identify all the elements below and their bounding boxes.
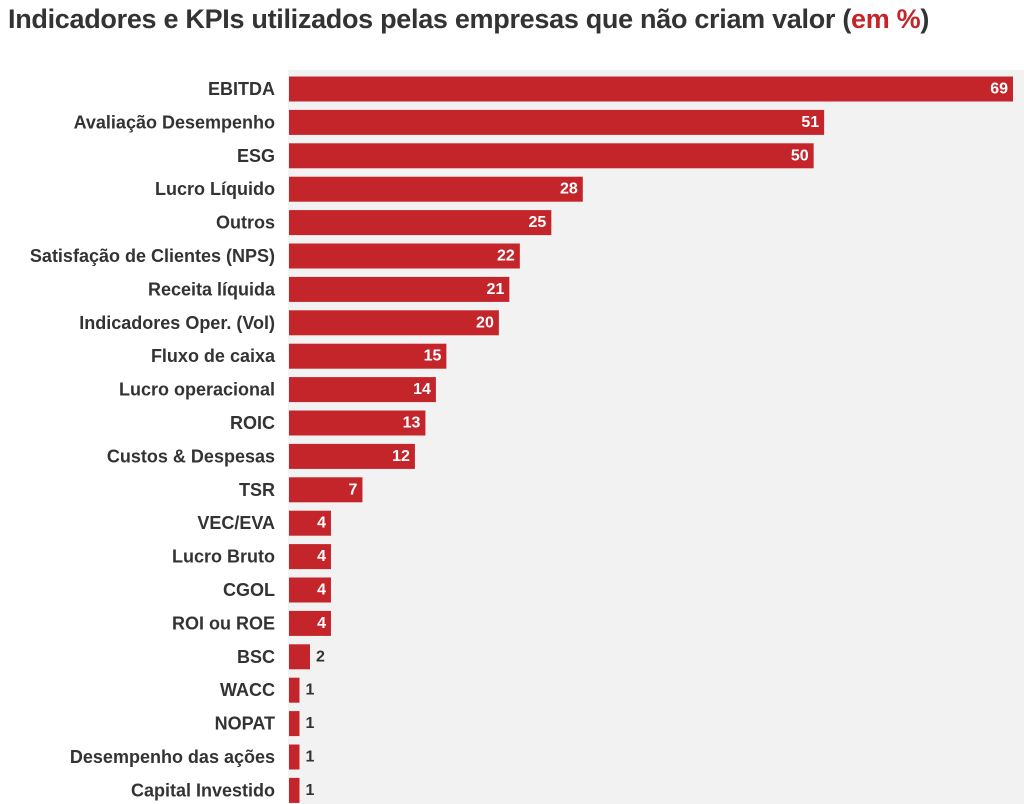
value-label-15: 4 <box>317 582 326 599</box>
bar-13 <box>289 510 331 536</box>
category-label-5: Satisfação de Clientes (NPS) <box>30 246 275 266</box>
value-label-3: 28 <box>560 181 578 198</box>
value-label-0: 69 <box>990 81 1008 98</box>
bar-14 <box>289 544 331 570</box>
category-label-21: Capital Investido <box>131 780 275 800</box>
value-label-6: 21 <box>487 281 505 298</box>
bar-10 <box>289 410 426 436</box>
value-label-12: 7 <box>349 481 358 498</box>
value-label-20: 1 <box>305 749 314 766</box>
category-label-2: ESG <box>237 146 275 166</box>
bar-4 <box>289 210 552 236</box>
bar-12 <box>289 477 363 503</box>
title-highlight: em % <box>851 4 921 34</box>
category-label-17: BSC <box>237 647 275 667</box>
value-label-19: 1 <box>305 715 314 732</box>
category-label-9: Lucro operacional <box>119 380 275 400</box>
category-label-1: Avaliação Desempenho <box>74 112 275 132</box>
value-label-1: 51 <box>801 114 819 131</box>
category-label-0: EBITDA <box>208 79 275 99</box>
bar-0 <box>289 76 1013 102</box>
bar-2 <box>289 143 814 169</box>
title-close: ) <box>920 4 930 34</box>
category-label-10: ROIC <box>230 413 275 433</box>
value-label-18: 1 <box>305 682 314 699</box>
value-label-13: 4 <box>317 515 326 532</box>
category-label-6: Receita líquida <box>148 279 276 299</box>
category-label-4: Outros <box>216 213 275 233</box>
value-label-21: 1 <box>305 782 314 799</box>
category-label-16: ROI ou ROE <box>172 613 275 633</box>
category-label-13: VEC/EVA <box>197 513 275 533</box>
category-label-3: Lucro Líquido <box>155 179 275 199</box>
category-label-12: TSR <box>239 480 275 500</box>
value-label-9: 14 <box>413 381 431 398</box>
category-label-15: CGOL <box>223 580 275 600</box>
bar-5 <box>289 243 520 269</box>
category-label-14: Lucro Bruto <box>172 547 275 567</box>
bar-19 <box>289 711 300 737</box>
value-label-14: 4 <box>317 548 326 565</box>
bar-6 <box>289 276 510 302</box>
bar-18 <box>289 677 300 703</box>
bar-17 <box>289 644 310 670</box>
title-main: Indicadores e KPIs utilizados pelas empr… <box>8 4 852 34</box>
bar-8 <box>289 343 447 369</box>
value-label-8: 15 <box>424 348 442 365</box>
bar-16 <box>289 610 331 636</box>
category-label-20: Desempenho das ações <box>70 747 275 767</box>
bar-7 <box>289 310 499 336</box>
category-label-19: NOPAT <box>215 714 275 734</box>
value-label-5: 22 <box>497 248 515 265</box>
category-label-11: Custos & Despesas <box>107 446 275 466</box>
category-label-7: Indicadores Oper. (Vol) <box>79 313 275 333</box>
value-label-10: 13 <box>403 415 421 432</box>
value-label-16: 4 <box>317 615 326 632</box>
value-label-4: 25 <box>529 214 547 231</box>
value-label-11: 12 <box>392 448 410 465</box>
value-label-17: 2 <box>316 648 325 665</box>
category-label-18: WACC <box>220 680 275 700</box>
bar-3 <box>289 176 583 202</box>
bar-11 <box>289 443 415 469</box>
chart-title: Indicadores e KPIs utilizados pelas empr… <box>8 4 1020 35</box>
bar-21 <box>289 777 300 803</box>
category-label-8: Fluxo de caixa <box>151 346 276 366</box>
bar-9 <box>289 377 436 403</box>
value-label-7: 20 <box>476 314 494 331</box>
bar-1 <box>289 109 825 135</box>
bar-20 <box>289 744 300 770</box>
bar-15 <box>289 577 331 603</box>
value-label-2: 50 <box>791 147 809 164</box>
